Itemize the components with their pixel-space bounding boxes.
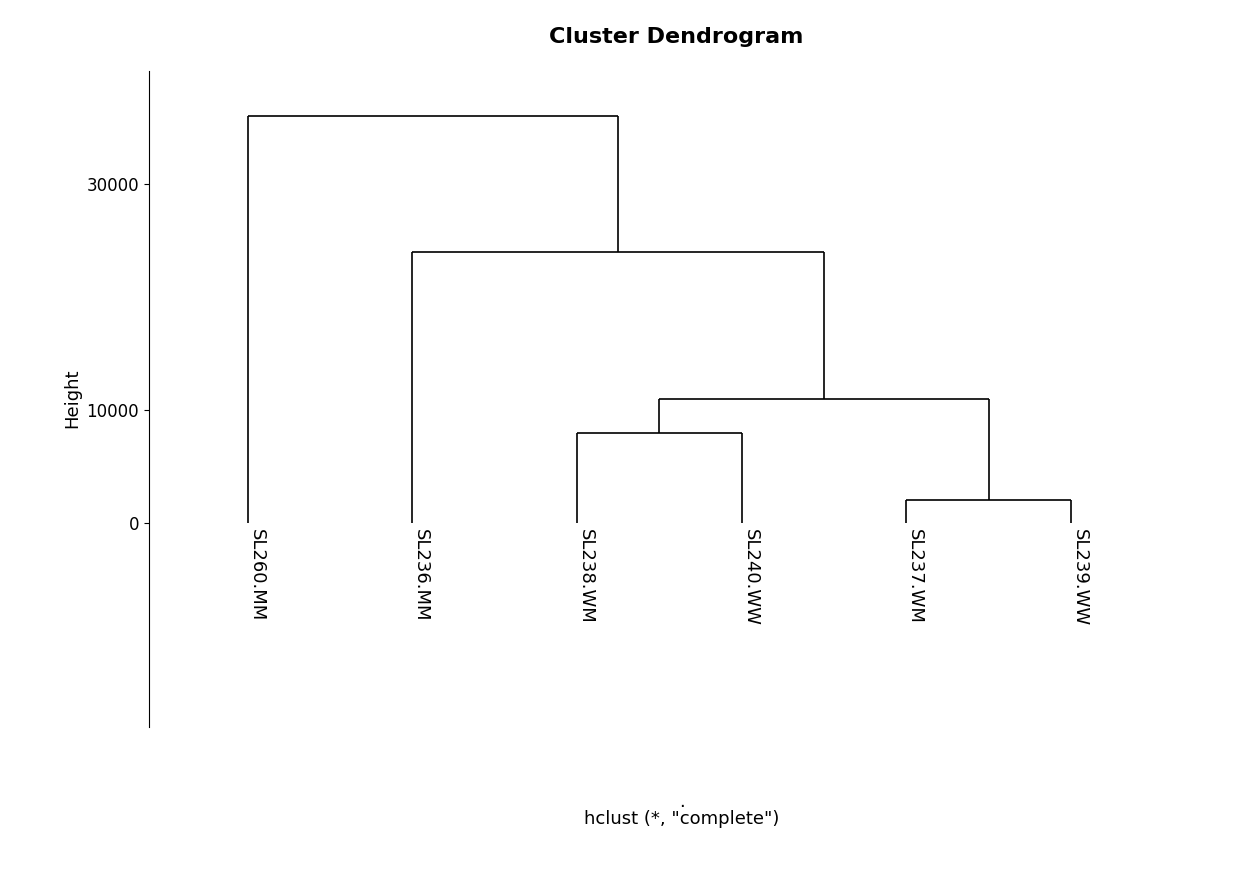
- Text: SL260.MM: SL260.MM: [248, 529, 265, 621]
- Text: SL239.WW: SL239.WW: [1071, 529, 1089, 626]
- Y-axis label: Height: Height: [63, 369, 81, 429]
- Text: .: .: [680, 793, 684, 811]
- Text: hclust (*, "complete"): hclust (*, "complete"): [584, 811, 780, 828]
- Text: SL238.WM: SL238.WM: [577, 529, 595, 624]
- Text: SL236.MM: SL236.MM: [412, 529, 430, 621]
- Text: SL237.WM: SL237.WM: [906, 529, 924, 624]
- Title: Cluster Dendrogram: Cluster Dendrogram: [548, 27, 804, 47]
- Text: SL240.WW: SL240.WW: [742, 529, 760, 626]
